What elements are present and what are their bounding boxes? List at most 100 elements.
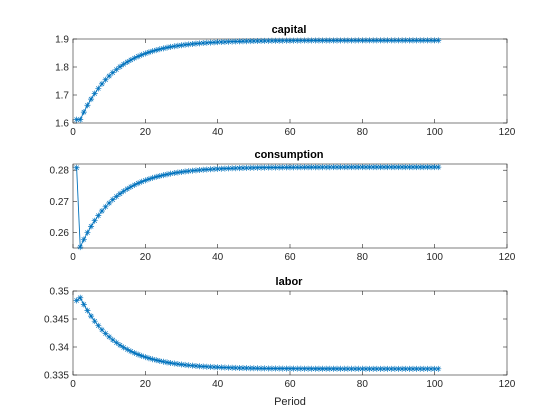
data-point [149,356,156,363]
data-point [341,365,348,372]
data-point [156,357,163,364]
x-tick-label: 120 [499,127,516,138]
data-point [200,363,207,370]
data-point [189,40,196,47]
data-point [145,176,152,183]
data-point [142,50,149,57]
data-point [348,365,355,372]
data-point [312,365,319,372]
data-point [247,164,254,171]
data-point [236,364,243,371]
data-point [323,365,330,372]
data-point [315,164,322,171]
data-point [334,365,341,372]
data-point [297,365,304,372]
data-point [196,40,203,47]
data-point [355,164,362,171]
panel-title: capital [272,24,307,36]
y-tick-label: 0.28 [50,166,70,177]
data-point [160,45,167,52]
data-point [221,38,228,45]
data-point [229,165,236,172]
data-point [312,164,319,171]
data-point [272,365,279,372]
data-point [330,164,337,171]
data-point [395,37,402,44]
data-point [279,164,286,171]
data-point [254,37,261,44]
data-point [330,365,337,372]
y-tick-label: 1.9 [55,35,69,46]
data-point [308,365,315,372]
data-point [261,164,268,171]
data-point [77,244,84,251]
data-point [377,365,384,372]
data-point [95,212,102,219]
data-point [268,37,275,44]
data-point [160,172,167,179]
y-tick-label: 0.26 [50,228,70,239]
data-point [102,330,109,337]
data-point [326,365,333,372]
data-point [276,164,283,171]
data-point [301,37,308,44]
data-point [80,109,87,116]
data-point [268,365,275,372]
data-point [200,166,207,173]
data-point [218,364,225,371]
data-point [283,164,290,171]
data-point [424,365,431,372]
data-point [153,47,160,54]
x-tick-label: 100 [426,252,443,263]
data-point [301,365,308,372]
data-point [326,164,333,171]
data-point [388,164,395,171]
data-point [305,365,312,372]
x-tick-label: 0 [70,127,76,138]
data-point [189,167,196,174]
data-point [225,165,232,172]
data-point [236,38,243,45]
data-point [337,365,344,372]
data-point [377,37,384,44]
data-point [265,365,272,372]
x-axis-label: Period [274,396,306,408]
data-point [359,37,366,44]
data-point [399,164,406,171]
data-point [305,164,312,171]
data-point [326,37,333,44]
data-point [156,172,163,179]
data-point [164,359,171,366]
data-point [362,164,369,171]
data-point [344,37,351,44]
data-point [156,46,163,53]
data-point [287,365,293,372]
x-tick-label: 0 [70,252,76,263]
data-point [294,37,301,44]
data-point [272,164,279,171]
data-point [207,363,214,370]
x-ticks: 0 20 40 60 80 100 120 [70,291,516,390]
data-point [334,37,341,44]
data-point [182,41,189,48]
data-point [283,365,290,372]
data-point [182,168,189,175]
data-point [113,193,120,200]
axes-box [72,163,508,249]
axes-box [72,290,508,376]
data-point [214,364,221,371]
data-point [402,164,409,171]
data-point [142,354,149,361]
data-point [182,361,189,368]
data-point [435,37,442,44]
data-point [420,164,427,171]
x-tick-label: 40 [212,379,224,390]
data-point [348,164,355,171]
data-point [265,164,272,171]
data-point [127,348,134,355]
data-point [348,37,355,44]
data-point [127,56,134,63]
data-point [377,164,384,171]
data-point [381,365,388,372]
data-point [138,352,145,359]
